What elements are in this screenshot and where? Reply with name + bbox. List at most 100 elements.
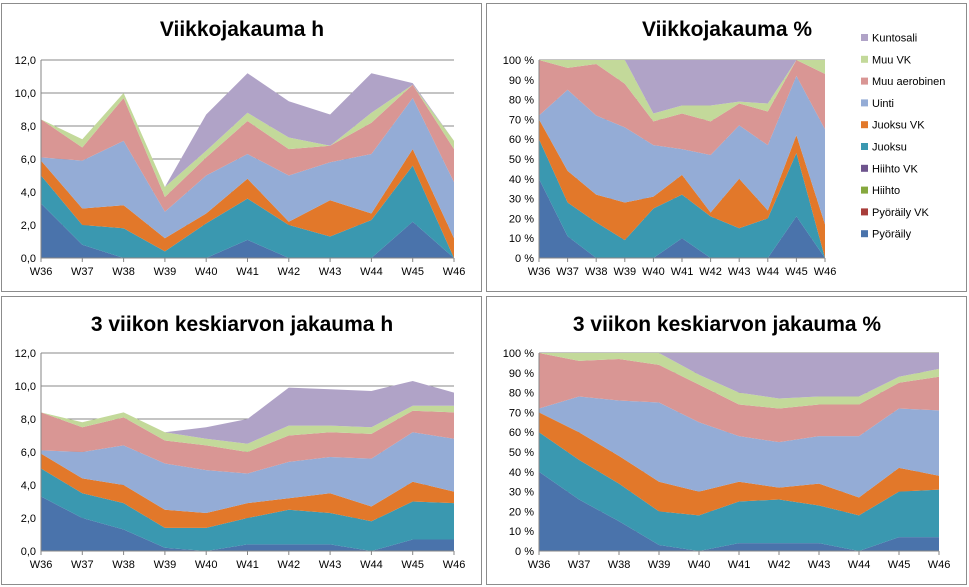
y-tick-label: 70 %	[509, 114, 534, 126]
x-tick-label: W43	[319, 559, 342, 571]
x-tick-label: W37	[71, 266, 94, 278]
legend-swatch-muu-vk	[861, 55, 868, 63]
chart-panel-3week-hours: 3 viikon keskiarvon jakauma h 0,0 2,0 4,0 6,…	[1, 296, 482, 585]
area-kuntosali	[539, 353, 939, 399]
area-uinti	[41, 432, 454, 514]
x-tick-label: W36	[30, 266, 53, 278]
y-tick-label: 2,0	[21, 220, 36, 232]
x-tick-label: W41	[236, 266, 259, 278]
y-tick-label: 90 %	[509, 75, 534, 87]
legend-swatch-juoksu	[861, 143, 868, 150]
y-tick-label: 0,0	[21, 546, 36, 558]
area-muu-aerobinen	[539, 353, 939, 443]
y-tick-label: 8,0	[21, 414, 36, 426]
area-juoksu	[41, 165, 454, 258]
y-tick-label: 70 %	[509, 407, 534, 419]
area-muu-aerobinen	[41, 410, 454, 474]
area-muu-aerobinen	[539, 60, 825, 156]
x-tick-label: W43	[728, 266, 751, 278]
y-tick-label: 10 %	[509, 526, 534, 538]
chart-panel-3week-percent: 3 viikon keskiarvon jakauma % 0 % 10 % 20 %…	[486, 296, 967, 585]
area-kuntosali	[41, 73, 454, 188]
x-tick-label: W36	[528, 559, 551, 571]
x-tick-label: W39	[154, 559, 177, 571]
legend-label-muu-aerobinen: Muu aerobinen	[872, 76, 945, 88]
x-tick-label: W41	[728, 559, 751, 571]
y-tick-label: 30 %	[509, 194, 534, 206]
area-muu-vk	[41, 405, 454, 452]
area-series-group	[41, 381, 454, 551]
x-tick-label: W45	[785, 266, 808, 278]
y-tick-label: 30 %	[509, 487, 534, 499]
x-tick-label: W45	[888, 559, 911, 571]
area-juoksu-vk	[539, 412, 939, 516]
x-tick-label: W42	[277, 266, 300, 278]
y-tick-label: 80 %	[509, 388, 534, 400]
area-juoksu	[539, 139, 825, 258]
x-tick-label: W44	[360, 266, 383, 278]
area-kuntosali	[539, 60, 825, 114]
legend-label-pyoraily: Pyöräily	[872, 229, 912, 241]
legend-swatch-pyoraily-vk	[861, 208, 868, 216]
x-tick-label: W45	[401, 266, 424, 278]
legend-label-kuntosali: Kuntosali	[872, 33, 917, 45]
x-tick-label: W46	[443, 559, 466, 571]
y-tick-label: 4,0	[21, 480, 36, 492]
area-muu-vk	[539, 60, 825, 122]
legend-swatch-uinti	[861, 99, 868, 107]
area-kuntosali	[41, 381, 454, 444]
x-tick-label: W39	[613, 266, 636, 278]
x-tick-label: W40	[642, 266, 665, 278]
area-juoksu	[41, 468, 454, 551]
legend-label-hiihto: Hiihto	[872, 185, 900, 197]
legend: Kuntosali Muu VK Muu aerobinen Uinti Juoksu …	[861, 33, 945, 241]
area-muu-vk	[539, 353, 939, 409]
legend-swatch-kuntosali	[861, 34, 868, 41]
x-tick-label: W39	[648, 559, 671, 571]
area-pyoraily	[41, 496, 454, 551]
y-tick-label: 60 %	[509, 427, 534, 439]
x-tick-label: W37	[556, 266, 579, 278]
y-tick-label: 4,0	[21, 187, 36, 199]
y-tick-label: 6,0	[21, 154, 36, 166]
area-uinti	[41, 97, 454, 239]
y-tick-label: 8,0	[21, 121, 36, 133]
x-tick-label: W37	[71, 559, 94, 571]
chart-title: Viikkojakauma h	[160, 18, 324, 41]
x-tick-label: W40	[195, 266, 218, 278]
y-tick-label: 40 %	[509, 174, 534, 186]
x-tick-label: W46	[814, 266, 837, 278]
x-tick-label: W40	[688, 559, 711, 571]
chart-weekly-hours: Viikkojakauma h 0,0 2,0 4,0 6,0 8,0 10,0 12,0 W3…	[15, 18, 466, 278]
area-pyoraily	[41, 203, 454, 258]
x-tick-label: W43	[319, 266, 342, 278]
x-tick-label: W39	[154, 266, 177, 278]
x-tick-label: W38	[608, 559, 631, 571]
chart-title: 3 viikon keskiarvon jakauma %	[573, 313, 881, 336]
x-tick-label: W41	[236, 559, 259, 571]
x-tick-label: W36	[30, 559, 53, 571]
x-tick-label: W38	[112, 559, 135, 571]
legend-swatch-muu-aerobinen	[861, 77, 868, 85]
y-tick-label: 100 %	[503, 55, 534, 67]
x-tick-label: W43	[808, 559, 831, 571]
y-tick-label: 100 %	[503, 348, 534, 360]
x-tick-label: W37	[568, 559, 591, 571]
legend-swatch-pyoraily	[861, 230, 868, 238]
y-tick-label: 0 %	[515, 253, 534, 265]
area-series-group	[41, 73, 454, 258]
x-tick-label: W44	[756, 266, 779, 278]
legend-swatch-hiihto-vk	[861, 164, 868, 172]
x-tick-label: W41	[671, 266, 694, 278]
legend-swatch-hiihto	[861, 186, 868, 194]
y-tick-label: 20 %	[509, 213, 534, 225]
y-tick-label: 90 %	[509, 368, 534, 380]
y-tick-label: 60 %	[509, 134, 534, 146]
x-tick-label: W40	[195, 559, 218, 571]
x-tick-label: W42	[277, 559, 300, 571]
area-juoksu-vk	[539, 119, 825, 259]
y-tick-label: 12,0	[15, 55, 36, 67]
x-tick-label: W38	[585, 266, 608, 278]
area-series-group	[539, 353, 939, 551]
legend-swatch-juoksu-vk	[861, 121, 868, 129]
